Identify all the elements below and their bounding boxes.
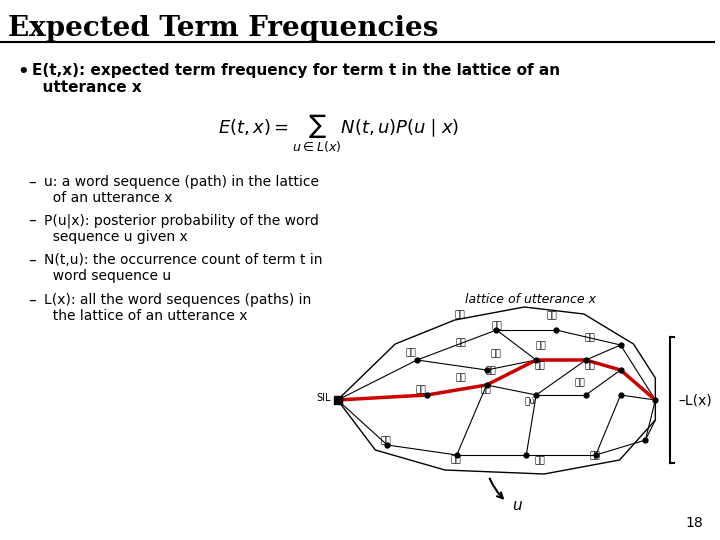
Text: 兩人: 兩人 <box>575 379 585 388</box>
Text: u: u <box>513 498 522 514</box>
Text: 太多: 太多 <box>454 310 465 320</box>
Text: 失眠: 失眠 <box>585 334 595 342</box>
Text: L(x): all the word sequences (paths) in
  the lattice of an utterance x: L(x): all the word sequences (paths) in … <box>44 293 311 323</box>
Text: N(t,u): the occurrence count of term t in
  word sequence u: N(t,u): the occurrence count of term t i… <box>44 253 322 283</box>
Text: 失敗: 失敗 <box>590 451 600 461</box>
Text: –: – <box>28 213 35 228</box>
Text: •: • <box>18 63 30 81</box>
Text: 上事: 上事 <box>451 456 461 464</box>
Text: –: – <box>28 253 35 268</box>
Text: –: – <box>28 293 35 308</box>
Text: 無端: 無端 <box>381 436 392 446</box>
Text: 常感: 常感 <box>405 348 416 357</box>
Text: 不斷: 不斷 <box>455 339 466 348</box>
Text: 合宜: 合宜 <box>490 349 501 359</box>
Text: SIL: SIL <box>316 393 330 403</box>
Text: –: – <box>28 175 35 190</box>
Text: 18: 18 <box>685 516 703 530</box>
Text: 如語: 如語 <box>455 374 466 382</box>
Text: 向盼: 向盼 <box>415 386 426 395</box>
Text: lattice of utterance x: lattice of utterance x <box>464 293 595 306</box>
Text: 傷人: 傷人 <box>536 341 546 350</box>
Text: 失眠: 失眠 <box>585 361 595 370</box>
Text: Expected Term Frequencies: Expected Term Frequencies <box>8 15 438 42</box>
Text: 兩人: 兩人 <box>535 361 546 370</box>
Text: 每生: 每生 <box>535 456 546 465</box>
Text: P(u|x): posterior probability of the word
  sequence u given x: P(u|x): posterior probability of the wor… <box>44 213 318 244</box>
Text: 不盡: 不盡 <box>480 386 491 395</box>
Text: E(t,x): expected term frequency for term t in the lattice of an
  utterance x: E(t,x): expected term frequency for term… <box>32 63 560 96</box>
Text: 台東: 台東 <box>491 321 502 330</box>
Text: u: a word sequence (path) in the lattice
  of an utterance x: u: a word sequence (path) in the lattice… <box>44 175 319 205</box>
Text: $E(t, x)= \sum_{u \in L(x)} N(t,u)P(u\mid x)$: $E(t, x)= \sum_{u \in L(x)} N(t,u)P(u\mi… <box>218 112 459 154</box>
Text: 台ú: 台ú <box>525 396 536 406</box>
Text: –L(x): –L(x) <box>678 393 712 407</box>
Text: 是心: 是心 <box>546 312 557 321</box>
Text: 不斷: 不斷 <box>485 367 496 375</box>
